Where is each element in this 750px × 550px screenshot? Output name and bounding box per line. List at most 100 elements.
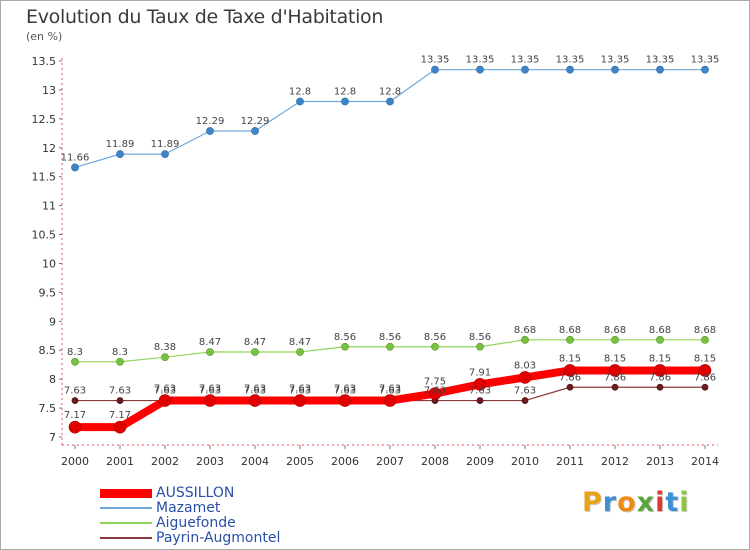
data-label-aiguefonde: 8.68 [649, 325, 671, 336]
data-label-mazamet: 13.35 [556, 55, 585, 66]
y-tick-label: 10.5 [32, 229, 57, 242]
data-label-aiguefonde: 8.68 [514, 325, 536, 336]
legend-label: AUSSILLON [156, 485, 235, 501]
data-point-aussillon [608, 364, 622, 377]
data-label-aussillon: 7.63 [199, 384, 221, 395]
x-tick-label: 2008 [421, 455, 449, 468]
data-point-mazamet [116, 150, 124, 159]
data-point-mazamet [431, 65, 439, 74]
y-tick-label: 7.5 [39, 402, 57, 415]
y-tick-label: 12 [42, 142, 56, 155]
x-tick-label: 2001 [106, 455, 134, 468]
logo-letter: r [602, 487, 618, 518]
chart-title: Evolution du Taux de Taxe d'Habitation [26, 6, 384, 28]
y-tick-label: 13.5 [32, 55, 57, 68]
data-label-aiguefonde: 8.38 [154, 342, 176, 353]
data-point-aussillon [428, 387, 442, 400]
data-label-mazamet: 12.29 [196, 116, 225, 127]
data-label-mazamet: 13.35 [421, 55, 450, 66]
data-label-aiguefonde: 8.47 [199, 337, 221, 348]
legend-swatch-payrin-augmontel [100, 537, 152, 539]
logo-letter: o [617, 487, 637, 518]
data-point-aiguefonde [296, 348, 304, 356]
data-label-payrin-augmontel: 7.63 [289, 386, 311, 397]
data-label-aiguefonde: 8.68 [604, 325, 626, 336]
data-label-aussillon: 7.63 [154, 384, 176, 395]
data-label-payrin-augmontel: 7.63 [109, 386, 131, 397]
data-point-aussillon [473, 378, 487, 391]
data-point-payrin-augmontel [521, 397, 529, 404]
data-label-mazamet: 11.66 [61, 152, 90, 163]
data-label-aussillon: 7.63 [334, 384, 356, 395]
data-point-aiguefonde [521, 335, 529, 344]
data-point-aussillon [203, 394, 217, 407]
data-label-payrin-augmontel: 7.63 [244, 386, 266, 397]
chart-subtitle: (en %) [26, 30, 63, 43]
data-label-mazamet: 12.29 [241, 116, 270, 127]
y-tick-label: 11 [42, 200, 56, 213]
logo-letter: P [582, 487, 603, 518]
data-point-aussillon [383, 394, 397, 407]
data-label-payrin-augmontel: 7.86 [649, 372, 671, 383]
legend-swatch-aiguefonde [100, 522, 152, 524]
data-point-payrin-augmontel [476, 397, 484, 404]
x-tick-label: 2011 [556, 455, 584, 468]
data-label-mazamet: 13.35 [691, 55, 720, 66]
data-point-mazamet [296, 97, 304, 106]
data-point-aiguefonde [386, 342, 394, 351]
logo-letter: t [665, 487, 680, 518]
data-point-aiguefonde [476, 342, 484, 351]
data-point-aussillon [158, 394, 172, 407]
data-label-payrin-augmontel: 7.63 [514, 386, 536, 397]
y-tick-label: 11.5 [32, 171, 57, 184]
y-tick-label: 7 [49, 431, 56, 444]
data-label-payrin-augmontel: 7.86 [604, 372, 626, 383]
data-label-aiguefonde: 8.56 [469, 332, 491, 343]
x-tick-label: 2014 [691, 455, 719, 468]
data-point-payrin-augmontel [566, 383, 574, 391]
data-label-mazamet: 13.35 [601, 55, 630, 66]
data-label-payrin-augmontel: 7.63 [64, 386, 86, 397]
data-label-payrin-augmontel: 7.86 [559, 372, 581, 383]
data-point-aiguefonde [116, 357, 124, 366]
data-label-aiguefonde: 8.47 [289, 337, 311, 348]
x-tick-label: 2000 [61, 455, 89, 468]
data-label-payrin-augmontel: 7.86 [694, 372, 716, 383]
y-tick-label: 10 [42, 257, 56, 270]
data-point-aiguefonde [251, 348, 259, 356]
series-line-mazamet [74, 69, 706, 169]
data-point-payrin-augmontel [611, 383, 619, 391]
data-label-aussillon: 8.15 [604, 353, 626, 364]
legend-swatch-aussillon [100, 489, 152, 498]
legend-swatch-mazamet [100, 507, 152, 509]
y-tick-label: 8.5 [39, 344, 57, 357]
data-label-aussillon: 8.15 [559, 353, 581, 364]
data-point-aiguefonde [656, 335, 664, 344]
data-point-aussillon [338, 394, 352, 407]
data-point-mazamet [521, 65, 529, 74]
data-point-mazamet [206, 127, 214, 135]
x-tick-label: 2007 [376, 455, 404, 468]
data-label-aiguefonde: 8.47 [244, 337, 266, 348]
data-point-aussillon [563, 364, 577, 377]
x-tick-label: 2010 [511, 455, 539, 468]
data-label-aiguefonde: 8.3 [67, 347, 83, 358]
data-label-mazamet: 11.89 [151, 139, 180, 150]
data-point-aiguefonde [341, 342, 349, 351]
data-point-aussillon [293, 394, 307, 407]
data-label-aussillon: 7.17 [109, 410, 131, 421]
data-label-mazamet: 13.35 [646, 55, 675, 66]
data-label-aiguefonde: 8.68 [694, 325, 716, 336]
legend-label: Mazamet [156, 500, 221, 516]
data-label-payrin-augmontel: 7.63 [379, 386, 401, 397]
data-point-mazamet [656, 65, 664, 74]
data-point-aiguefonde [161, 353, 169, 362]
legend-label: Payrin-Augmontel [156, 530, 281, 546]
data-label-aussillon: 8.03 [514, 360, 536, 371]
data-label-mazamet: 11.89 [106, 139, 135, 150]
data-label-mazamet: 12.8 [379, 86, 401, 97]
data-point-aiguefonde [431, 342, 439, 351]
data-point-mazamet [476, 65, 484, 74]
data-label-mazamet: 13.35 [466, 55, 495, 66]
